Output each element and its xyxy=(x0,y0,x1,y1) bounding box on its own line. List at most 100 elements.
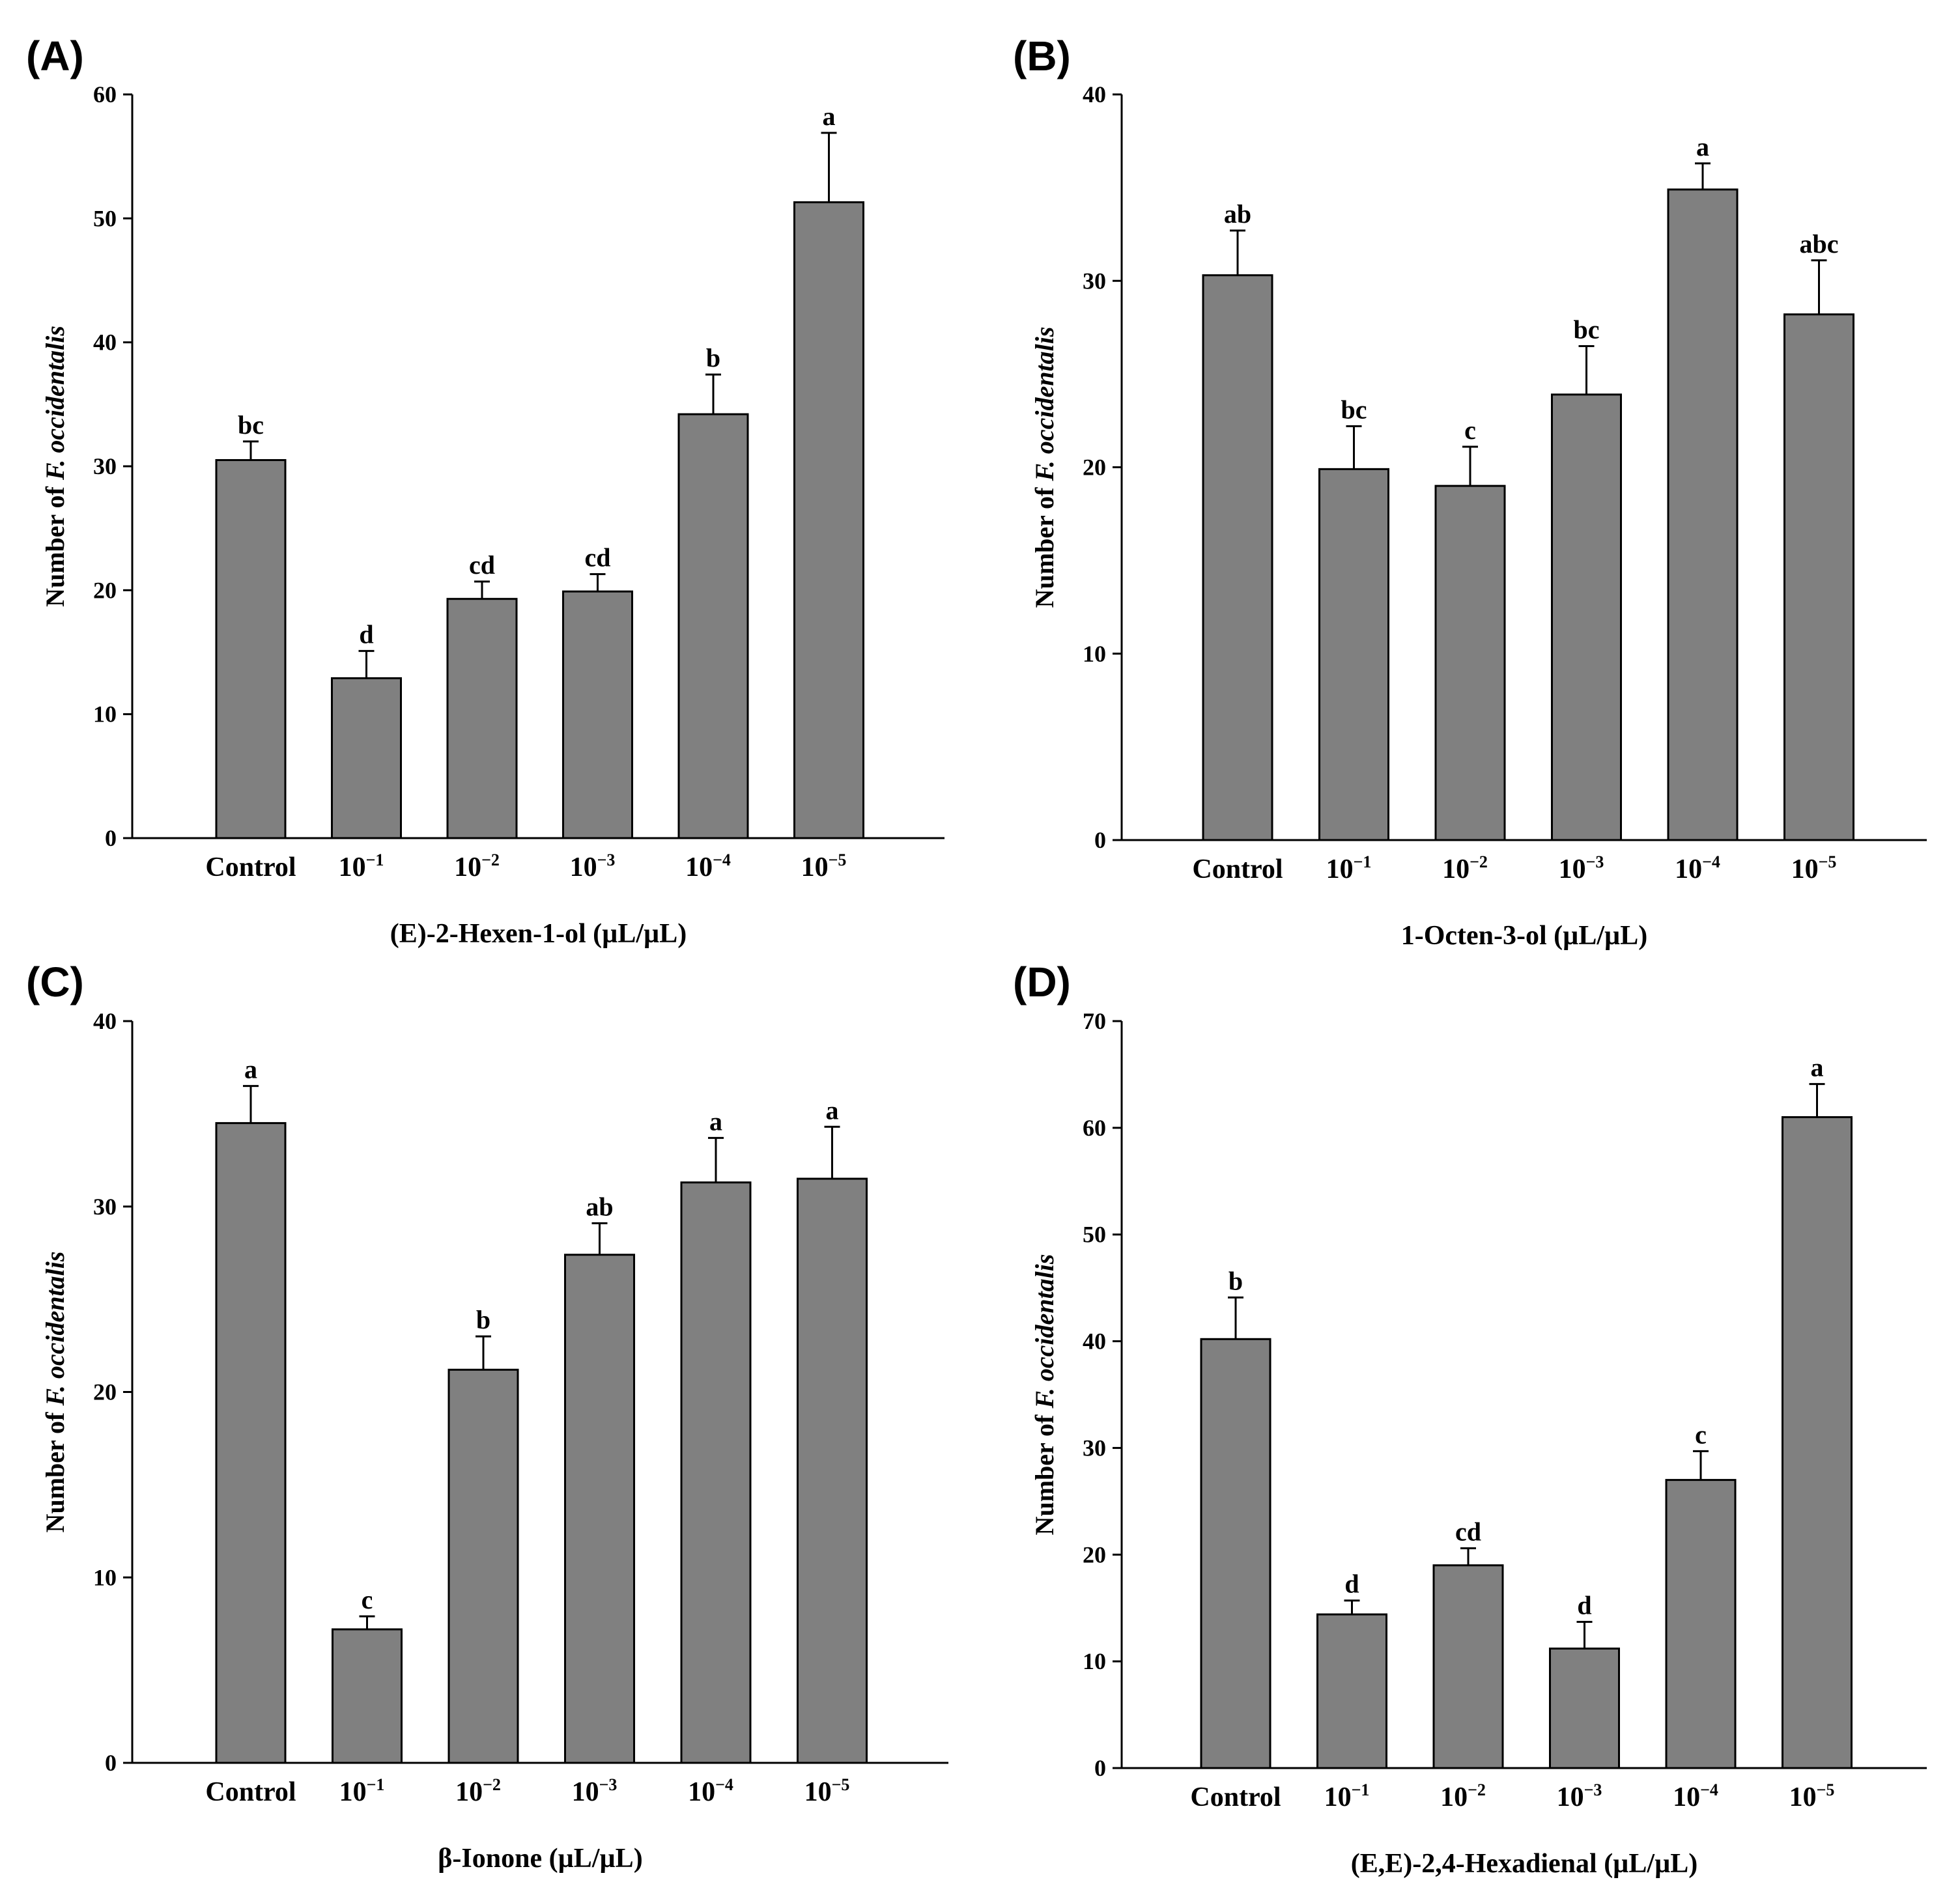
y-tick-label: 10 xyxy=(1083,641,1106,667)
bar-2 xyxy=(1432,1564,1504,1769)
y-axis-label: Number of F. occidentalis xyxy=(1030,1254,1059,1536)
significance-label-1: d xyxy=(359,620,373,649)
panel-label: (B) xyxy=(1013,33,1071,79)
bar-5 xyxy=(793,201,864,839)
y-tick-label: 30 xyxy=(93,1194,117,1220)
panel-label: (A) xyxy=(26,33,84,79)
significance-label-5: a xyxy=(1811,1053,1824,1082)
category-label-3: 10−3 xyxy=(1559,852,1604,884)
panel-label: (C) xyxy=(26,959,84,1005)
significance-label-5: abc xyxy=(1800,229,1839,259)
x-axis-label: (E,E)-2,4-Hexadienal (µL/µL) xyxy=(1351,1849,1698,1879)
category-label-3: 10−3 xyxy=(572,1775,618,1807)
category-label-5: 10−5 xyxy=(1791,852,1837,884)
category-label-0: Control xyxy=(1190,1782,1281,1812)
y-tick-label: 0 xyxy=(105,825,117,851)
bar-3 xyxy=(564,1254,635,1764)
y-tick-label: 70 xyxy=(1083,1008,1106,1034)
bar-4 xyxy=(1667,188,1739,841)
bar-5 xyxy=(797,1177,868,1764)
bar-5 xyxy=(1783,313,1854,841)
bar-4 xyxy=(1665,1479,1737,1769)
bar-3 xyxy=(562,590,633,839)
bar-0 xyxy=(1202,274,1273,841)
bar-0 xyxy=(1200,1338,1271,1769)
significance-label-0: a xyxy=(244,1055,257,1084)
significance-label-4: c xyxy=(1695,1420,1707,1449)
y-tick-label: 20 xyxy=(1083,1541,1106,1567)
significance-label-1: bc xyxy=(1341,395,1367,425)
bar-3 xyxy=(1549,1647,1620,1769)
category-label-4: 10−4 xyxy=(685,850,731,882)
category-label-5: 10−5 xyxy=(1789,1780,1835,1812)
category-label-1: 10−1 xyxy=(339,850,384,882)
bar-2 xyxy=(1434,485,1506,841)
category-label-0: Control xyxy=(205,1777,296,1807)
y-tick-label: 0 xyxy=(1094,827,1106,853)
significance-label-0: bc xyxy=(238,410,264,440)
bar-2 xyxy=(447,1368,519,1764)
y-tick-label: 0 xyxy=(105,1750,117,1776)
category-label-2: 10−2 xyxy=(455,1775,501,1807)
category-label-4: 10−4 xyxy=(1673,1780,1718,1812)
y-tick-label: 0 xyxy=(1094,1755,1106,1781)
y-tick-label: 40 xyxy=(1083,81,1106,107)
category-label-4: 10−4 xyxy=(688,1775,733,1807)
y-tick-label: 20 xyxy=(93,577,117,603)
chart-panel-c: (C) 0 10 20 30 40 Number of F. occidentalis a Co… xyxy=(26,959,948,1874)
y-tick-label: 20 xyxy=(93,1379,117,1405)
chart-panel-d: (D) 0 10 20 30 40 50 60 70 Number of F. occidenta… xyxy=(1013,959,1927,1879)
y-tick-label: 50 xyxy=(1083,1222,1106,1248)
significance-label-2: cd xyxy=(469,550,495,580)
significance-label-2: b xyxy=(476,1305,490,1334)
significance-label-5: a xyxy=(826,1095,839,1125)
chart-panel-a: (A) 0 10 20 30 40 50 60 Number of F. occidentali… xyxy=(26,33,944,949)
y-tick-label: 10 xyxy=(93,701,117,727)
significance-label-4: a xyxy=(709,1106,722,1136)
y-tick-label: 10 xyxy=(93,1564,117,1590)
significance-label-3: ab xyxy=(586,1192,613,1221)
category-label-5: 10−5 xyxy=(804,1775,850,1807)
bar-4 xyxy=(680,1181,752,1764)
bar-1 xyxy=(332,1628,403,1764)
significance-label-0: b xyxy=(1229,1266,1243,1295)
y-tick-label: 40 xyxy=(93,330,117,356)
category-label-3: 10−3 xyxy=(1557,1780,1602,1812)
y-tick-label: 10 xyxy=(1083,1648,1106,1674)
category-label-2: 10−2 xyxy=(454,850,500,882)
category-label-1: 10−1 xyxy=(1324,1780,1370,1812)
bar-0 xyxy=(215,458,287,839)
y-axis-label: Number of F. occidentalis xyxy=(1030,327,1059,608)
y-axis-label: Number of F. occidentalis xyxy=(40,326,70,607)
bar-3 xyxy=(1551,393,1622,841)
chart-panel-b: (B) 0 10 20 30 40 Number of F. occidentalis ab C… xyxy=(1013,33,1927,951)
panel-label: (D) xyxy=(1013,959,1071,1005)
significance-label-3: d xyxy=(1577,1591,1591,1620)
significance-label-4: a xyxy=(1696,132,1709,162)
category-label-4: 10−4 xyxy=(1675,852,1720,884)
bar-0 xyxy=(215,1122,287,1764)
x-axis-label: 1-Octen-3-ol (µL/µL) xyxy=(1401,921,1648,951)
x-axis-label: β-Ionone (µL/µL) xyxy=(438,1844,642,1874)
y-tick-label: 30 xyxy=(1083,1435,1106,1461)
category-label-2: 10−2 xyxy=(1442,852,1488,884)
category-label-2: 10−2 xyxy=(1440,1780,1486,1812)
category-label-0: Control xyxy=(205,852,296,882)
y-tick-label: 40 xyxy=(93,1008,117,1034)
significance-label-5: a xyxy=(823,102,836,131)
significance-label-1: c xyxy=(362,1585,373,1614)
significance-label-4: b xyxy=(706,343,720,372)
significance-label-3: cd xyxy=(585,543,611,572)
y-axis-label: Number of F. occidentalis xyxy=(40,1252,70,1533)
y-tick-label: 30 xyxy=(1083,268,1106,294)
bar-1 xyxy=(331,677,402,839)
significance-label-3: bc xyxy=(1574,315,1600,344)
significance-label-1: d xyxy=(1344,1569,1359,1599)
bar-2 xyxy=(446,598,518,839)
significance-label-0: ab xyxy=(1224,199,1251,229)
category-label-3: 10−3 xyxy=(570,850,616,882)
y-tick-label: 40 xyxy=(1083,1328,1106,1355)
bar-1 xyxy=(1316,1613,1387,1769)
y-tick-label: 30 xyxy=(93,453,117,479)
